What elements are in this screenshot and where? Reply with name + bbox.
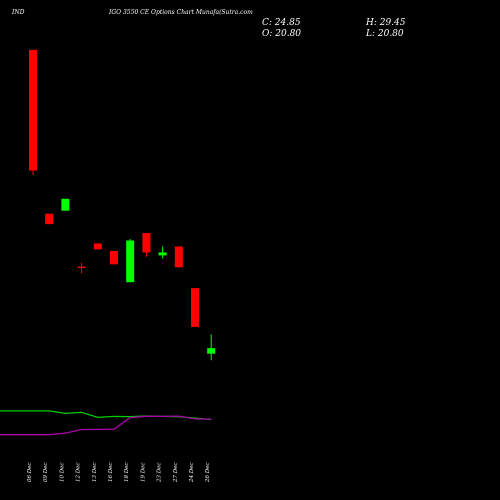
x-tick-label: 27 Dec [173,463,179,484]
candle-body [93,243,102,250]
symbol-label: IND [12,9,25,16]
open-value: O: 20.80 [262,29,302,39]
x-tick-label: 26 Dec [205,463,211,484]
candle [174,246,183,268]
candle [142,233,151,257]
x-tick-label: 24 Dec [189,463,195,484]
x-tick-label: 09 Dec [43,463,49,483]
x-tick-label: 16 Dec [108,463,114,483]
candle [207,334,216,361]
close-value: C: 24.85 [262,18,301,28]
candles [29,49,216,361]
candle-body [191,288,199,327]
candle-body [29,49,37,171]
x-tick-label: 19 Dec [140,463,146,483]
x-tick-label: 13 Dec [92,463,98,483]
candle [61,198,70,211]
x-tick-label: 06 Dec [27,463,33,483]
candle-body [110,250,118,265]
candle-body [61,198,70,211]
high-value: H: 29.45 [366,18,406,28]
candle [93,243,102,250]
candle-body [207,348,216,354]
candle-body [174,246,183,268]
candle [77,262,86,274]
candle-body [142,233,151,253]
indicator-lines [0,410,212,436]
indicator-line-2 [0,415,212,436]
candle-body [77,266,86,269]
candle [126,239,135,283]
x-tick-label: 10 Dec [59,463,65,483]
candle [158,246,167,259]
candle [110,250,118,265]
x-tick-label: 23 Dec [157,463,163,484]
chart-title: IGO 3550 CE Options Chart Munafa(Sutra.c… [109,9,253,16]
candle-body [45,213,54,225]
candle [191,288,199,327]
x-axis-labels: 06 Dec 09 Dec 10 Dec 12 Dec 13 Dec 16 Dec 18 D… [27,463,211,484]
x-tick-label: 12 Dec [76,463,82,483]
candle-body [126,240,135,283]
candle [29,49,37,175]
x-tick-label: 18 Dec [124,463,130,483]
candle [45,213,54,225]
low-value: L: 20.80 [366,29,404,39]
candle-body [158,252,167,256]
